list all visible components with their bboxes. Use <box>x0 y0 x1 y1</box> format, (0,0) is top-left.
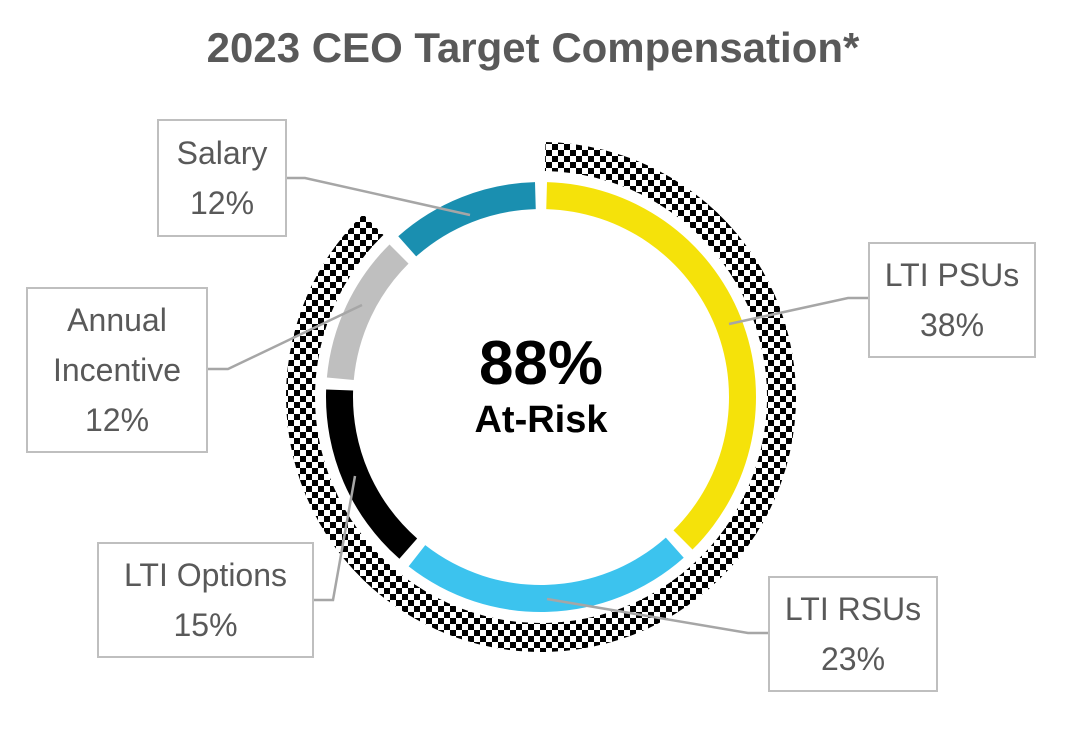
label-salary-name: Salary <box>176 135 268 171</box>
at-risk-label: At-Risk <box>474 399 608 441</box>
leader-psus <box>728 296 868 326</box>
center-annotation: 88% At-Risk <box>400 330 682 442</box>
label-salary-value: 12% <box>189 185 255 221</box>
label-annual-name-2: Incentive <box>52 352 182 388</box>
segment-lti-psus <box>546 182 756 550</box>
label-lti-psus: LTI PSUs 38% <box>868 242 1036 358</box>
label-options-name: LTI Options <box>123 557 288 593</box>
leader-rsus <box>546 597 768 635</box>
segment-salary <box>398 182 536 257</box>
segment-annual-incentive <box>326 244 409 380</box>
segment-lti-options <box>326 389 418 559</box>
leader-annual <box>208 303 363 371</box>
donut-segments <box>326 182 756 612</box>
label-annual-value: 12% <box>84 402 150 438</box>
label-rsus-value: 23% <box>820 641 886 677</box>
leader-salary <box>287 176 471 217</box>
label-rsus-name: LTI RSUs <box>784 591 922 627</box>
leader-lines <box>208 176 868 635</box>
label-lti-options: LTI Options 15% <box>97 542 314 658</box>
at-risk-value: 88% <box>478 329 604 398</box>
label-psus-value: 38% <box>919 307 985 343</box>
label-salary: Salary 12% <box>157 119 287 237</box>
label-lti-rsus: LTI RSUs 23% <box>768 576 938 692</box>
segment-lti-rsus <box>408 537 684 612</box>
chart-title: 2023 CEO Target Compensation* <box>206 24 860 71</box>
label-psus-name: LTI PSUs <box>884 257 1020 293</box>
label-annual-incentive: Annual Incentive 12% <box>26 287 208 453</box>
leader-options <box>314 475 357 602</box>
label-annual-name-1: Annual <box>67 302 167 338</box>
label-options-value: 15% <box>173 607 238 643</box>
